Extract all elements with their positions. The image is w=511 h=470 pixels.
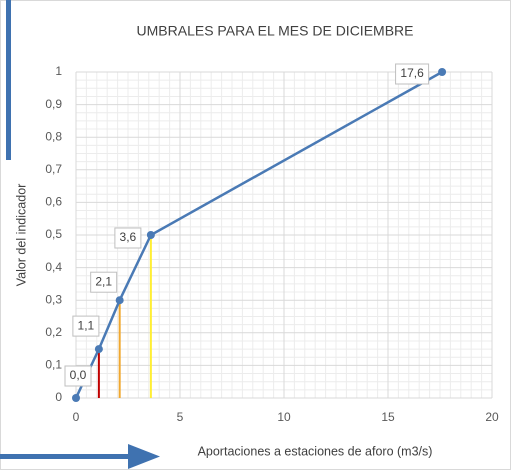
data-label-box [395, 63, 430, 85]
y-tick-label: 0 [55, 390, 62, 404]
x-tick-label: 20 [485, 410, 499, 424]
data-label-box [72, 315, 100, 337]
y-tick-label: 1 [55, 64, 62, 78]
y-tick-label: 0,1 [45, 358, 62, 372]
x-axis-title: Aportaciones a estaciones de aforo (m3/s… [198, 444, 433, 458]
y-tick-label: 0,2 [45, 325, 62, 339]
data-label-box [114, 227, 142, 249]
decor-arrow [6, 0, 11, 160]
data-label: 1,1 [78, 318, 95, 332]
x-tick-label: 5 [177, 410, 184, 424]
data-label: 2,1 [95, 274, 112, 288]
data-point [438, 68, 447, 76]
chart-title: UMBRALES PARA EL MES DE DICIEMBRE [137, 23, 414, 39]
x-tick-label: 15 [381, 410, 395, 424]
major-grid [75, 71, 493, 399]
data-label: 0,0 [70, 368, 87, 382]
data-label-box [90, 271, 118, 293]
data-label-box [64, 365, 92, 387]
plot: 0,0 1,1 2,1 3,6 17,6 [64, 63, 447, 402]
y-tick-label: 0,7 [45, 162, 62, 176]
x-tick-label: 0 [73, 410, 80, 424]
data-point [146, 231, 155, 239]
y-tick-label: 0,5 [45, 227, 62, 241]
y-tick-label: 0,9 [45, 97, 62, 111]
y-tick-label: 0,4 [45, 260, 62, 274]
y-tick-label: 0,3 [45, 292, 62, 306]
decor-arrowhead [128, 444, 160, 469]
data-label: 3,6 [120, 230, 137, 244]
data-point [115, 296, 124, 305]
data-point [94, 345, 103, 354]
data-label: 17,6 [400, 66, 424, 80]
y-axis-title: Valor del indicador [14, 184, 28, 287]
y-tick-label: 0,6 [45, 195, 62, 209]
x-tick-label: 10 [277, 410, 291, 424]
decor-arrow [0, 454, 135, 459]
data-point [72, 394, 80, 402]
y-tick-label: 0,8 [45, 129, 62, 143]
